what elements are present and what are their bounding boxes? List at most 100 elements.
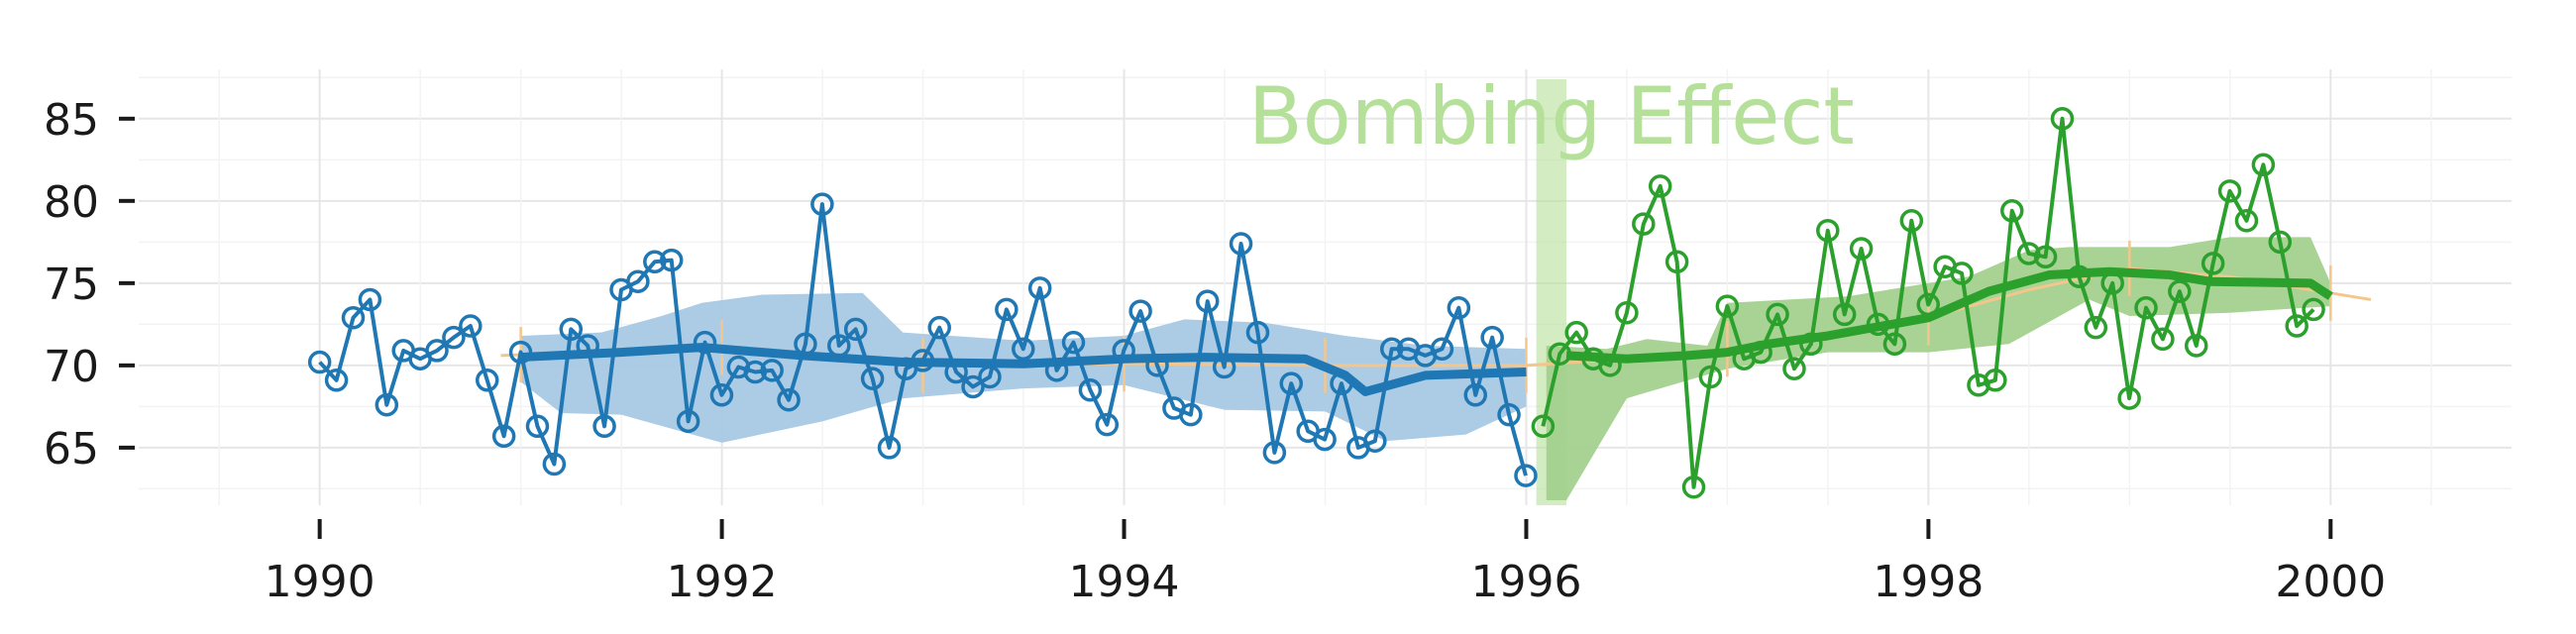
data-point bbox=[2234, 209, 2259, 233]
x-tick-label: 1992 bbox=[667, 557, 778, 607]
data-point bbox=[961, 374, 985, 399]
data-point bbox=[1916, 292, 1940, 317]
data-point bbox=[2134, 296, 2158, 320]
data-point bbox=[794, 332, 817, 357]
series-line bbox=[318, 202, 1528, 476]
data-point bbox=[1598, 354, 1622, 377]
data-point bbox=[1564, 320, 1588, 345]
data-point bbox=[1766, 302, 1789, 327]
data-point bbox=[375, 392, 399, 417]
data-point bbox=[1531, 414, 1556, 439]
data-point bbox=[1984, 369, 2007, 392]
data-point bbox=[1715, 294, 1740, 318]
data-point bbox=[1095, 412, 1120, 437]
data-point bbox=[1664, 250, 1689, 274]
data-point bbox=[1262, 441, 1287, 465]
data-point bbox=[843, 317, 868, 342]
data-point bbox=[877, 436, 902, 460]
data-point bbox=[860, 367, 885, 390]
annotation-label: Bombing Effect bbox=[1248, 70, 1855, 162]
data-point bbox=[1849, 237, 1874, 261]
data-point bbox=[1950, 262, 1974, 285]
data-point bbox=[1899, 209, 1924, 233]
data-point bbox=[827, 334, 851, 358]
data-point bbox=[676, 409, 700, 434]
data-point bbox=[626, 269, 650, 293]
data-point bbox=[709, 383, 734, 407]
data-point bbox=[1061, 330, 1086, 355]
data-point bbox=[1229, 232, 1253, 256]
data-point bbox=[1027, 276, 1052, 300]
data-point bbox=[442, 325, 466, 350]
data-point bbox=[425, 339, 449, 363]
data-point bbox=[324, 369, 349, 392]
data-point bbox=[1463, 383, 1488, 407]
data-point bbox=[1816, 218, 1840, 243]
data-point bbox=[2268, 230, 2293, 255]
y-tick-label: 70 bbox=[44, 342, 99, 392]
x-tick-label: 2000 bbox=[2275, 557, 2386, 607]
data-point bbox=[2033, 245, 2058, 269]
data-point bbox=[1832, 302, 1857, 327]
data-point bbox=[1330, 371, 1353, 395]
data-point bbox=[978, 365, 1002, 389]
data-point bbox=[525, 414, 550, 439]
data-point bbox=[659, 248, 684, 272]
x-tick-label: 1998 bbox=[1873, 557, 1984, 607]
data-point bbox=[2050, 107, 2075, 131]
data-point bbox=[341, 305, 366, 330]
data-point bbox=[2251, 153, 2276, 177]
data-point bbox=[1480, 325, 1504, 350]
y-tick-label: 75 bbox=[44, 260, 99, 310]
data-point bbox=[1012, 337, 1035, 362]
trend-line bbox=[1565, 266, 2333, 364]
data-point bbox=[542, 452, 567, 476]
x-tick-label: 1990 bbox=[265, 557, 376, 607]
data-point bbox=[2302, 297, 2325, 322]
data-point bbox=[1648, 174, 1672, 198]
data-point bbox=[1514, 464, 1538, 487]
data-point bbox=[911, 349, 935, 372]
data-point bbox=[1279, 371, 1304, 395]
data-point bbox=[1145, 354, 1169, 377]
uncertainty-band bbox=[1546, 237, 2331, 501]
data-point bbox=[1179, 402, 1203, 427]
x-tick-label: 1994 bbox=[1069, 557, 1180, 607]
axis-layer: 65 70 75 80 85 1990 1992 1994 1996 1998 2000 bbox=[44, 95, 2386, 607]
data-point bbox=[2200, 252, 2225, 275]
data-point bbox=[1128, 299, 1152, 323]
data-point bbox=[358, 287, 382, 312]
data-point bbox=[1497, 402, 1521, 427]
data-point bbox=[576, 334, 599, 358]
data-point bbox=[1112, 339, 1135, 363]
data-point bbox=[1363, 429, 1387, 453]
data-point bbox=[2168, 279, 2192, 303]
data-point bbox=[2016, 242, 2041, 265]
data-point bbox=[1044, 359, 1069, 382]
data-point bbox=[1195, 289, 1220, 313]
data-point bbox=[508, 340, 533, 365]
data-point bbox=[2084, 315, 2108, 340]
data-point bbox=[1799, 332, 1823, 357]
y-tick-label: 80 bbox=[44, 177, 99, 228]
data-point bbox=[2117, 386, 2141, 410]
data-point bbox=[944, 360, 968, 384]
y-tick-label: 65 bbox=[44, 424, 99, 475]
data-point bbox=[1632, 212, 1656, 236]
y-tick-label: 85 bbox=[44, 95, 99, 146]
series-line bbox=[1541, 116, 2315, 489]
data-point bbox=[1749, 340, 1772, 365]
data-point bbox=[1548, 342, 1572, 366]
data-point bbox=[1430, 337, 1454, 362]
data-point bbox=[491, 424, 516, 449]
data-point bbox=[1866, 312, 1890, 337]
data-point bbox=[459, 314, 483, 338]
data-point bbox=[1615, 300, 1639, 325]
data-point bbox=[475, 369, 499, 392]
data-point bbox=[1882, 332, 1907, 357]
data-point bbox=[1782, 357, 1806, 380]
data-point bbox=[2184, 334, 2208, 358]
data-point bbox=[1447, 296, 1471, 320]
data-point bbox=[1078, 378, 1103, 402]
data-point bbox=[810, 192, 834, 216]
